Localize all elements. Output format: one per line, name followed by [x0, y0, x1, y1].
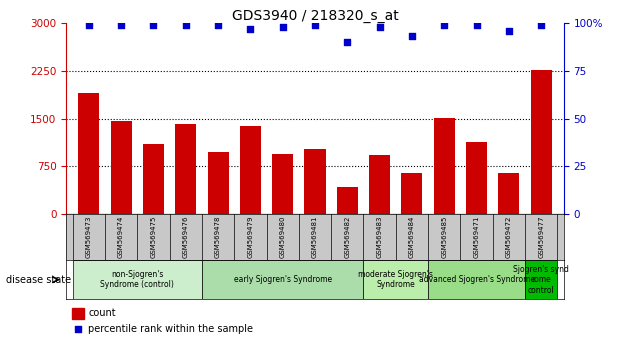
- Text: GSM569471: GSM569471: [474, 216, 479, 258]
- Text: GSM569476: GSM569476: [183, 216, 189, 258]
- Point: [504, 28, 514, 34]
- Text: GSM569472: GSM569472: [506, 216, 512, 258]
- Bar: [143, 144, 164, 214]
- Point: [84, 22, 94, 28]
- Text: GSM569478: GSM569478: [215, 216, 221, 258]
- Text: GSM569473: GSM569473: [86, 216, 92, 258]
- Bar: [72, 260, 202, 299]
- Bar: [369, 155, 390, 214]
- Point: [181, 22, 191, 28]
- Point: [213, 22, 223, 28]
- Point: [342, 39, 352, 45]
- Point: [471, 22, 481, 28]
- Text: GSM569477: GSM569477: [538, 216, 544, 258]
- Text: early Sjogren's Syndrome: early Sjogren's Syndrome: [234, 275, 332, 284]
- Bar: [434, 118, 455, 214]
- Text: moderate Sjogren's
Syndrome: moderate Sjogren's Syndrome: [358, 270, 433, 289]
- Point: [149, 22, 159, 28]
- Point: [310, 22, 320, 28]
- Bar: [111, 120, 132, 214]
- Bar: [240, 126, 261, 214]
- Text: disease state: disease state: [6, 275, 71, 285]
- Bar: [498, 173, 519, 214]
- Bar: [304, 149, 326, 214]
- Bar: [272, 154, 293, 214]
- Text: GSM569479: GSM569479: [248, 216, 253, 258]
- Bar: [466, 142, 487, 214]
- Text: GSM569481: GSM569481: [312, 216, 318, 258]
- Text: GSM569482: GSM569482: [345, 216, 350, 258]
- Text: non-Sjogren's
Syndrome (control): non-Sjogren's Syndrome (control): [100, 270, 174, 289]
- Bar: [72, 308, 84, 319]
- Point: [407, 34, 417, 39]
- Text: percentile rank within the sample: percentile rank within the sample: [88, 324, 253, 334]
- Text: advanced Sjogren's Syndrome: advanced Sjogren's Syndrome: [418, 275, 535, 284]
- Point: [116, 22, 126, 28]
- Text: count: count: [88, 308, 116, 318]
- Text: GDS3940 / 218320_s_at: GDS3940 / 218320_s_at: [232, 9, 398, 23]
- Point: [375, 24, 385, 30]
- Bar: [428, 260, 525, 299]
- Text: GSM569474: GSM569474: [118, 216, 124, 258]
- Text: GSM569484: GSM569484: [409, 216, 415, 258]
- Point: [536, 22, 546, 28]
- Point: [278, 24, 288, 30]
- Text: GSM569480: GSM569480: [280, 216, 285, 258]
- Bar: [78, 93, 100, 214]
- Bar: [530, 70, 552, 214]
- Bar: [401, 173, 423, 214]
- Point: [245, 26, 255, 32]
- Bar: [337, 187, 358, 214]
- Bar: [364, 260, 428, 299]
- Text: Sjogren's synd
rome
control: Sjogren's synd rome control: [513, 265, 569, 295]
- Bar: [175, 124, 196, 214]
- Point: [73, 326, 83, 332]
- Bar: [525, 260, 558, 299]
- Bar: [202, 260, 364, 299]
- Point: [439, 22, 449, 28]
- Text: GSM569475: GSM569475: [151, 216, 156, 258]
- Bar: [207, 152, 229, 214]
- Text: GSM569485: GSM569485: [441, 216, 447, 258]
- Text: GSM569483: GSM569483: [377, 216, 382, 258]
